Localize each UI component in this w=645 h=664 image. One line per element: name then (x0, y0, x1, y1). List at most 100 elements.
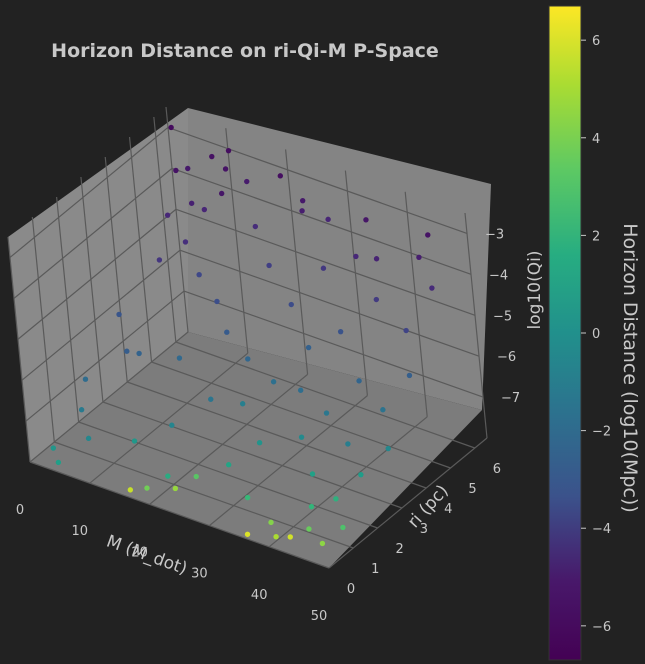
scatter-point (273, 534, 279, 540)
scatter-point (176, 355, 183, 361)
scatter-point (298, 434, 305, 440)
scatter-point (214, 298, 220, 305)
scatter-point (270, 379, 277, 385)
scatter-point (325, 216, 331, 223)
y-axis-ticks: 0 1 2 3 4 5 6 (347, 462, 501, 597)
scatter-point (323, 410, 330, 416)
scatter-point (288, 301, 294, 308)
grid-line-floor-x (268, 416, 428, 548)
scatter-point (309, 471, 316, 477)
scatter-point (209, 153, 215, 160)
z-tick-label: −3 (485, 227, 504, 242)
scatter-point (136, 350, 142, 357)
scatter-point (297, 387, 304, 393)
x-tick-label: 50 (311, 609, 328, 624)
scatter-point (305, 344, 312, 351)
z-axis-ticks: −7 −6 −5 −4 −3 (485, 227, 520, 406)
grid-line-floor-y (29, 461, 330, 569)
scatter-point (245, 356, 251, 362)
pane-left-wall (8, 108, 188, 462)
scatter-point (406, 372, 413, 379)
grid-line-side-z (25, 290, 185, 422)
grid-line-floor-x (209, 395, 368, 527)
scatter-point (373, 296, 380, 303)
scatter-point (116, 311, 122, 318)
colorbar (548, 5, 582, 661)
scatter-point (182, 239, 189, 245)
scatter-point (425, 232, 431, 238)
grid-line-side-z (17, 208, 177, 340)
scatter-point (277, 173, 284, 179)
scatter-point (333, 496, 339, 502)
scatter-point (256, 440, 263, 446)
scatter-point (353, 253, 359, 260)
scatter-point (185, 165, 191, 172)
scatter-point (208, 396, 214, 402)
y-tick-label: 1 (371, 562, 379, 577)
scatter-point (416, 254, 422, 260)
colorbar-tick-label: 6 (592, 34, 600, 49)
z-tick-label: −6 (497, 350, 516, 365)
scatter-point (340, 524, 346, 531)
grid-line-side-z (13, 167, 173, 299)
scatter-point (319, 540, 326, 547)
x-tick-label: 10 (72, 524, 89, 539)
scatter-point (127, 487, 134, 493)
y-tick-label: 2 (395, 542, 403, 557)
scatter-point (172, 485, 179, 492)
grid-line-back-z (183, 290, 484, 398)
scatter-point (82, 376, 89, 382)
z-tick-label: −4 (489, 268, 508, 283)
grid-line-floor-y (127, 381, 427, 489)
scatter-point (131, 438, 138, 444)
scatter-point (266, 262, 272, 269)
scatter-point (225, 462, 232, 468)
grid-line-side-y (104, 156, 128, 383)
scatter-point (287, 534, 293, 540)
scatter-point (337, 328, 344, 335)
pane-back-wall (188, 108, 491, 410)
scatter-point (156, 257, 163, 263)
scatter-point (193, 473, 199, 480)
grid-line-floor-y (102, 401, 403, 509)
scatter-point (239, 401, 246, 407)
grid-line-floor-x (89, 352, 249, 484)
y-tick-label: 6 (493, 462, 501, 477)
scatter-point (218, 190, 225, 197)
z-tick-label: −5 (493, 309, 512, 324)
colorbar-tick-label: −2 (592, 425, 611, 440)
grid-line-side-y (128, 136, 153, 363)
scatter-point (124, 348, 130, 354)
scatter-points (50, 124, 435, 547)
colorbar-tick-label: 2 (592, 229, 600, 244)
scatter-point (244, 178, 250, 185)
z-axis-label: log10(Qi) (525, 251, 545, 330)
scatter-point (385, 445, 391, 452)
x-tick-label: 0 (16, 503, 24, 518)
scatter-point (380, 407, 386, 413)
colorbar-tick-label: 0 (592, 327, 600, 342)
scatter-point (306, 526, 312, 532)
scatter-point (165, 473, 171, 479)
scatter-point (85, 435, 92, 442)
scatter-point (222, 166, 229, 172)
scatter-point (188, 200, 195, 206)
colorbar-tick-label: −6 (592, 620, 611, 635)
colorbar-tick-label: −4 (592, 522, 611, 537)
scatter-point (201, 206, 208, 213)
scatter-point (403, 327, 409, 334)
scatter-point (252, 223, 259, 230)
x-axis-label: M (M_dot) (104, 531, 190, 579)
scatter-point (356, 378, 362, 384)
scatter-point (224, 329, 230, 335)
scatter-point (144, 485, 150, 491)
grid-line-side-y (153, 116, 177, 343)
scatter-point (299, 197, 306, 204)
z-tick-label: −7 (501, 391, 520, 406)
scatter-point (50, 445, 57, 451)
colorbar-tick-label: 4 (592, 132, 600, 147)
grid-line-back-x (285, 149, 309, 375)
grid-line-floor-y (151, 361, 451, 469)
scatter-point (363, 217, 369, 223)
